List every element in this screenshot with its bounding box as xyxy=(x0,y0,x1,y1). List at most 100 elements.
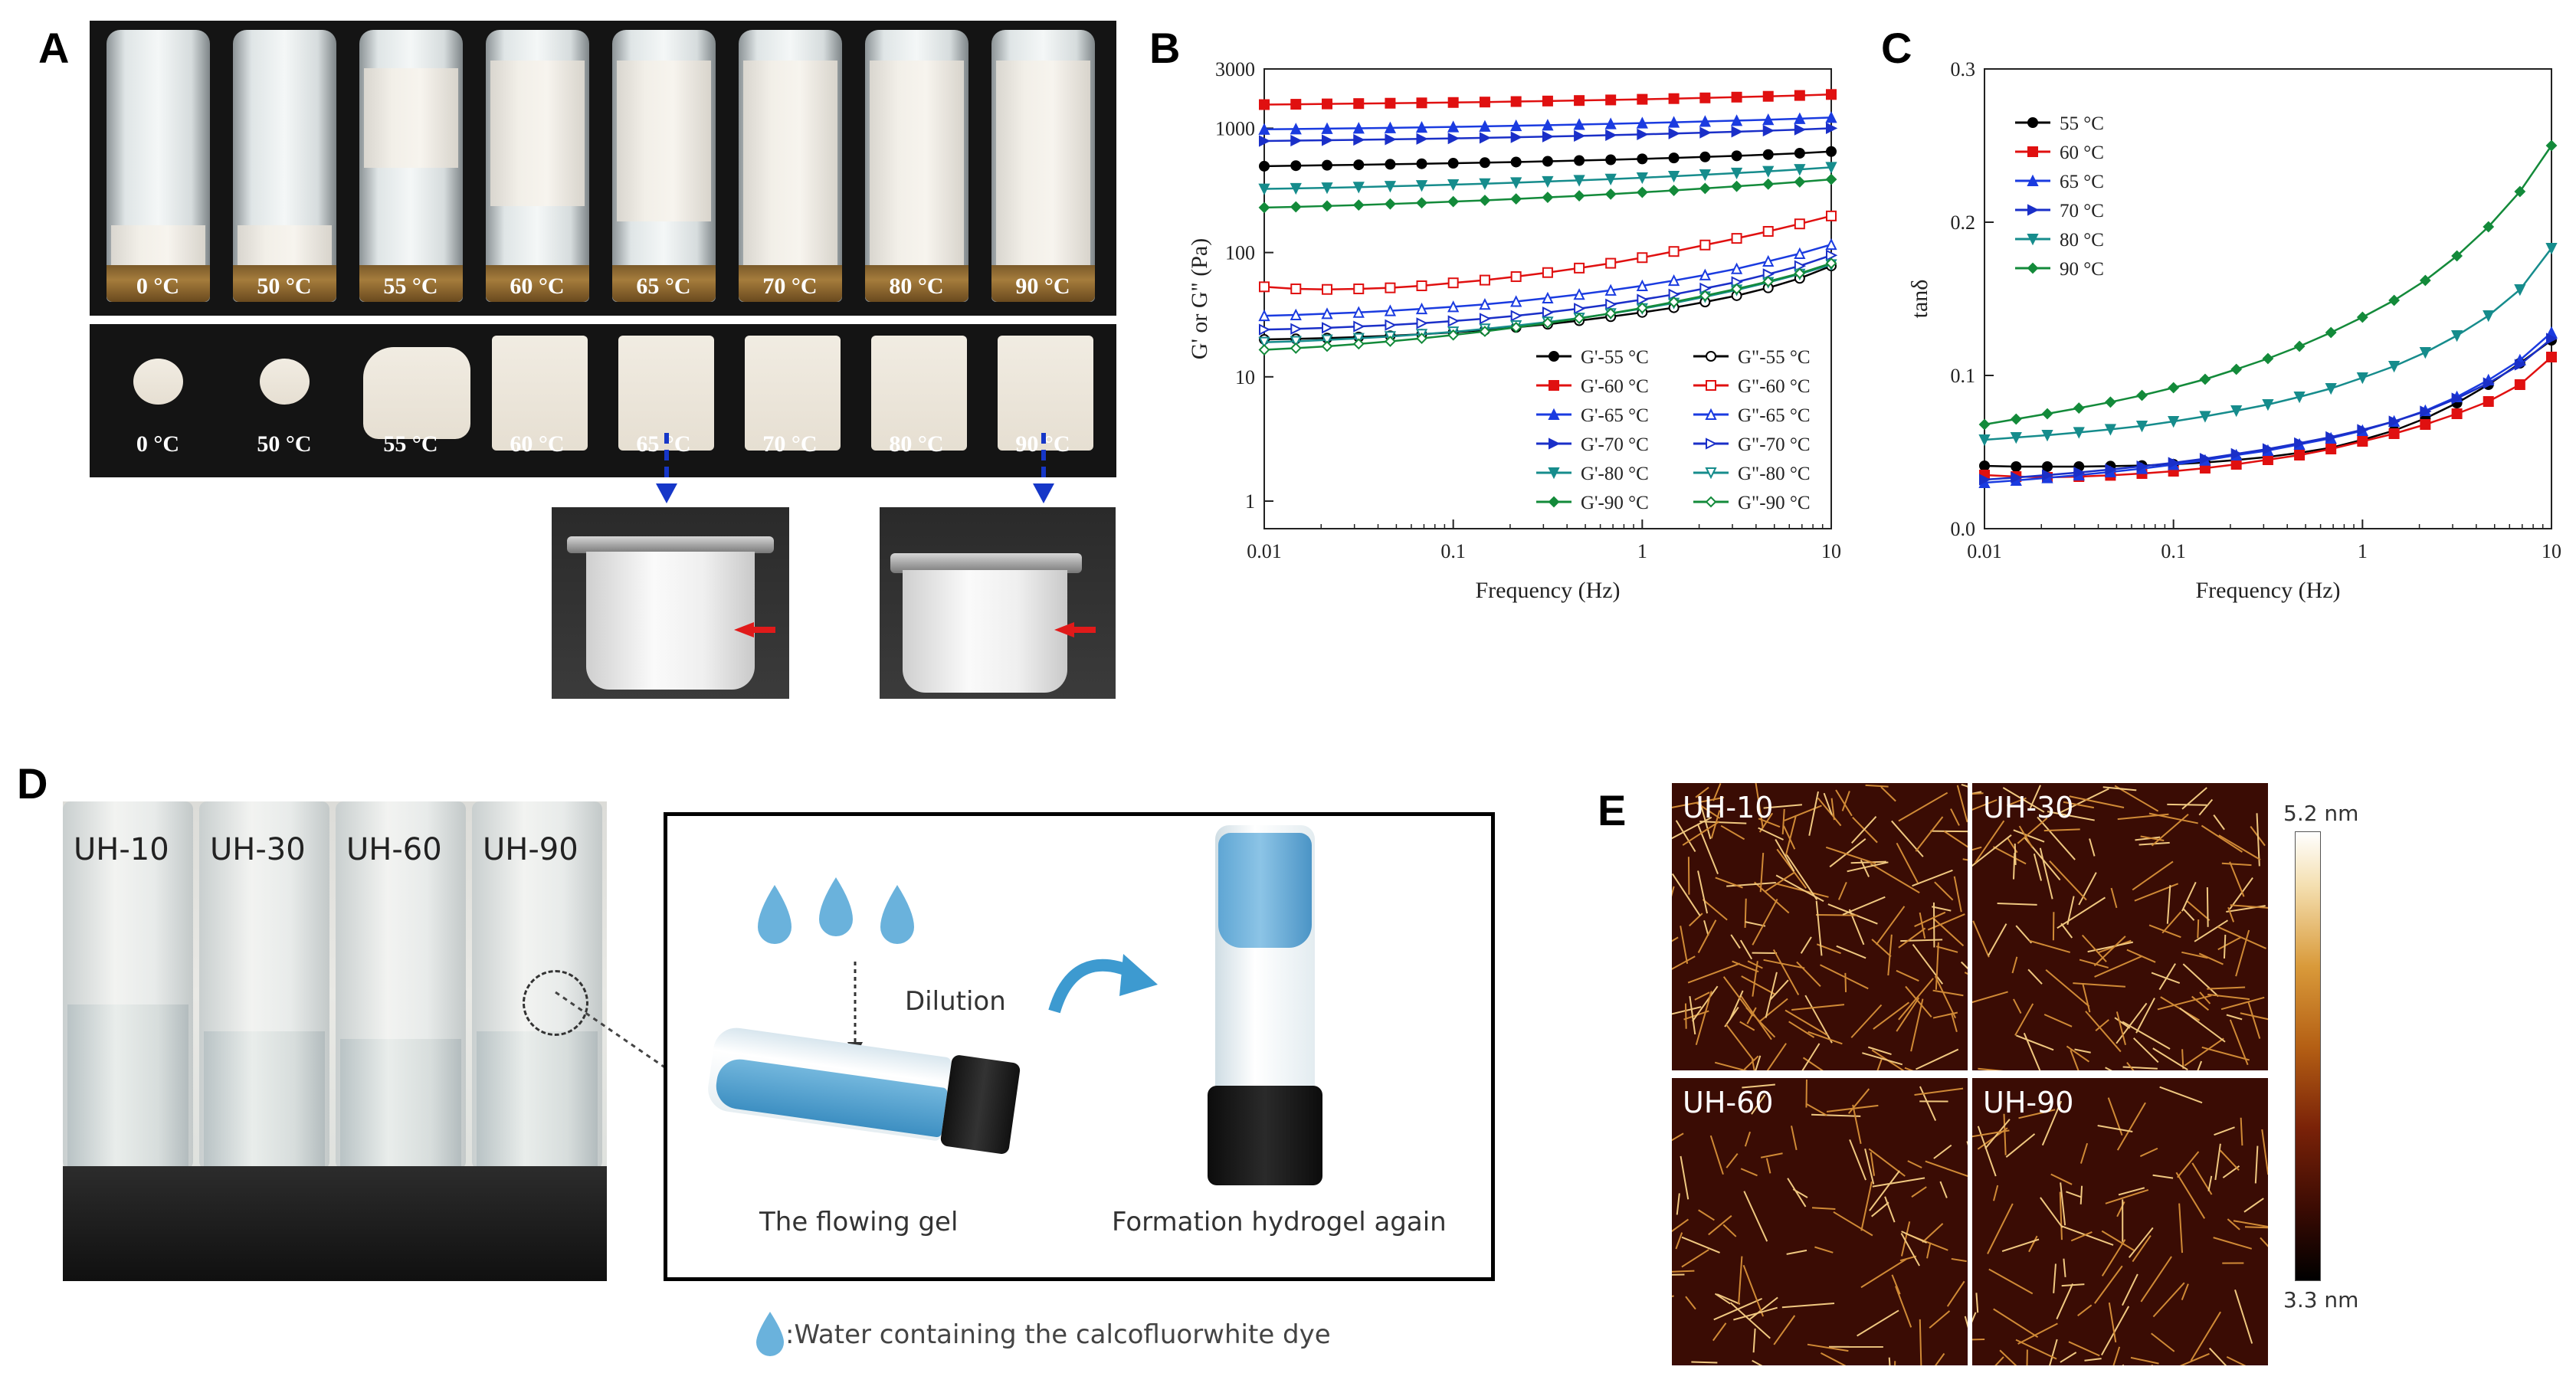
data-point xyxy=(2514,284,2526,297)
data-point xyxy=(1573,175,1585,187)
legend-entry: G"-90 °C xyxy=(1693,493,1811,513)
data-point xyxy=(1825,173,1837,185)
data-point xyxy=(1762,149,1774,160)
afm-tile-uh-10: UH-10 xyxy=(1672,783,1968,1070)
data-point xyxy=(1258,123,1270,135)
data-point xyxy=(1542,119,1554,131)
data-point xyxy=(2136,389,2148,401)
data-point xyxy=(2545,139,2558,152)
data-point xyxy=(2073,402,2085,415)
data-point xyxy=(1604,173,1617,185)
legend-entry: G"-60 °C xyxy=(1693,376,1811,397)
data-point xyxy=(2199,411,2211,423)
data-point xyxy=(1762,124,1775,137)
x-tick-label: 10 xyxy=(1821,540,1841,562)
vial-cap xyxy=(233,265,336,302)
data-point xyxy=(1447,315,1460,327)
vial-temp-label: 90 °C xyxy=(1015,274,1070,299)
data-point xyxy=(1510,321,1522,333)
data-point xyxy=(1290,99,1302,110)
y-tick-label: 0.0 xyxy=(1951,518,1976,540)
plot-frame xyxy=(1984,68,2552,529)
data-point xyxy=(1605,154,1617,166)
afm-tile-label: UH-30 xyxy=(1983,791,2074,824)
gel-fill xyxy=(996,61,1090,298)
gel-section xyxy=(340,1039,461,1169)
plate-rim xyxy=(890,553,1082,573)
vial-temp-label: 50 °C xyxy=(257,274,312,299)
data-point xyxy=(2514,379,2525,390)
data-point xyxy=(1479,157,1490,169)
vial-cap xyxy=(739,265,842,302)
legend-label: 70 °C xyxy=(2060,201,2104,221)
data-point xyxy=(1259,135,1271,147)
reformed-blue-hydrogel xyxy=(1218,833,1312,948)
data-point xyxy=(1258,202,1270,214)
data-point xyxy=(2325,326,2337,339)
data-point xyxy=(2230,405,2243,418)
series-8 xyxy=(1258,238,1837,322)
y-tick-label: 3000 xyxy=(1215,58,1255,80)
vial-2: 55 °C xyxy=(359,30,463,302)
legend-entry: 60 °C xyxy=(2015,143,2104,163)
data-point xyxy=(1447,329,1460,341)
fibril-texture xyxy=(1972,785,2268,1070)
red-arrow-icon xyxy=(734,622,754,637)
data-point xyxy=(1574,262,1585,274)
block-temp-label: 60 °C xyxy=(510,431,565,457)
data-point xyxy=(2294,450,2306,460)
data-point xyxy=(1978,434,1991,447)
data-point xyxy=(1290,323,1303,335)
data-point xyxy=(2451,392,2463,405)
data-point xyxy=(1636,279,1648,292)
data-point xyxy=(2041,430,2053,442)
data-point xyxy=(1290,336,1302,348)
dilution-scheme-box: Dilution The flowing gel Formation hydro… xyxy=(664,812,1495,1281)
data-point xyxy=(1321,182,1333,195)
flowing-gel-label: The flowing gel xyxy=(759,1207,959,1237)
legend-marker xyxy=(2027,174,2039,186)
legend-entry: G'-80 °C xyxy=(1536,464,1649,484)
legend-marker xyxy=(1705,467,1717,480)
data-point xyxy=(1542,317,1554,329)
data-point xyxy=(2388,428,2400,439)
data-point xyxy=(2356,372,2368,385)
data-point xyxy=(1352,199,1365,211)
data-point xyxy=(1510,177,1522,189)
legend-entry: G"-65 °C xyxy=(1693,405,1811,426)
block-temp-label: 80 °C xyxy=(889,431,944,457)
data-point xyxy=(2546,333,2558,345)
data-point xyxy=(1794,164,1806,176)
data-point xyxy=(2420,419,2431,430)
legend-marker xyxy=(1706,380,1716,391)
y-tick-label: 1 xyxy=(1245,490,1255,513)
data-point xyxy=(1542,192,1554,203)
block-temp-label: 0 °C xyxy=(136,431,180,457)
data-point xyxy=(1825,257,1837,269)
uh-vial-3: UH-90 xyxy=(472,801,602,1169)
red-arrow-shaft xyxy=(1073,627,1096,633)
data-point xyxy=(1604,283,1617,296)
data-point xyxy=(1384,181,1397,193)
legend-label: G"-65 °C xyxy=(1738,405,1811,426)
data-point xyxy=(2199,452,2212,465)
dilution-label: Dilution xyxy=(905,986,1006,1017)
data-point xyxy=(1384,121,1397,133)
vial-cap xyxy=(865,265,968,302)
data-point xyxy=(1731,150,1742,162)
data-point xyxy=(1825,162,1837,174)
legend-marker xyxy=(1548,467,1560,480)
data-point xyxy=(1667,171,1680,183)
data-point xyxy=(1604,307,1617,320)
vial-cap xyxy=(359,265,463,302)
data-point xyxy=(1573,313,1585,325)
vial-1: 50 °C xyxy=(233,30,336,302)
data-point xyxy=(2483,396,2494,407)
data-point xyxy=(1762,178,1775,190)
height-scale-bar xyxy=(2295,831,2321,1281)
gel-fill xyxy=(743,61,837,298)
water-drops-icon xyxy=(758,877,914,944)
data-point xyxy=(1574,155,1585,166)
data-point xyxy=(1794,123,1807,136)
vial-temp-label: 80 °C xyxy=(889,274,944,299)
